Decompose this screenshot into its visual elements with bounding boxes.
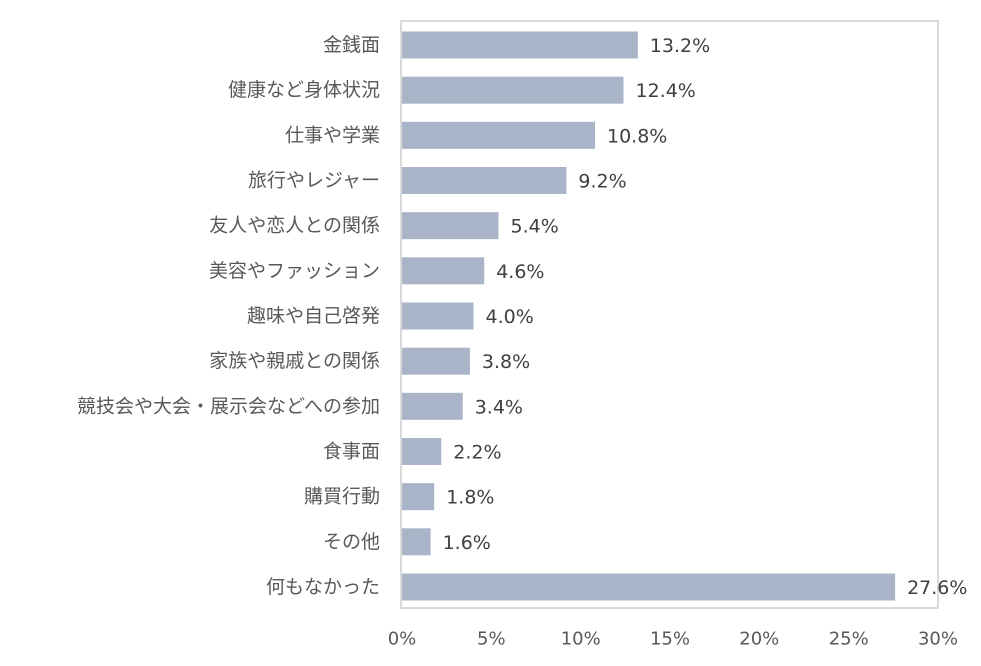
category-label: 食事面 [323, 441, 380, 463]
value-label: 12.4% [636, 80, 696, 102]
category-label: 家族や親戚との関係 [209, 350, 380, 372]
value-label: 4.6% [496, 261, 544, 283]
category-label: 購買行動 [304, 486, 380, 508]
value-label: 4.0% [486, 306, 534, 328]
value-label: 10.8% [607, 125, 667, 147]
bar [402, 347, 470, 375]
category-label: 健康など身体状況 [228, 79, 380, 101]
value-label: 3.8% [482, 351, 530, 373]
bar [402, 392, 463, 420]
value-label: 5.4% [511, 216, 559, 238]
bar [402, 167, 567, 194]
x-tick-labels-group: 0% 5% 10% 15% 20% 25% 30% [388, 629, 958, 650]
x-tick-label: 20% [739, 629, 779, 650]
value-label: 3.4% [475, 396, 523, 418]
bar [402, 302, 474, 330]
bar [402, 31, 638, 59]
x-tick-label: 0% [388, 629, 417, 650]
value-labels-group: 13.2% 12.4% 10.8% 9.2% 5.4% 4.6% 4.0% 3.8% 3.4% 2… [443, 35, 968, 599]
category-label: 友人や恋人との関係 [209, 215, 380, 237]
category-label: 金銭面 [323, 34, 380, 56]
category-label: その他 [323, 531, 380, 553]
bar [402, 483, 435, 511]
bar [402, 212, 499, 240]
category-label: 仕事や学業 [285, 124, 380, 146]
x-tick-label: 10% [561, 629, 601, 650]
category-labels-group: 金銭面健康など身体状況仕事や学業旅行やレジャー友人や恋人との関係美容やファッショ… [77, 34, 380, 598]
bar [402, 76, 624, 104]
plot-frame [400, 20, 939, 609]
category-label: 競技会や大会・展示会などへの参加 [77, 395, 380, 417]
value-label: 9.2% [578, 171, 626, 193]
bar [402, 121, 595, 149]
category-label: 美容やファッション [209, 260, 380, 282]
x-tick-label: 15% [650, 629, 690, 650]
bar [402, 438, 442, 465]
category-label: 旅行やレジャー [248, 170, 380, 192]
bar [402, 573, 896, 601]
value-label: 13.2% [650, 35, 710, 57]
value-label: 27.6% [907, 577, 967, 599]
x-tick-label: 25% [829, 629, 869, 650]
x-tick-label: 30% [918, 629, 958, 650]
bar [402, 528, 431, 556]
value-label: 2.2% [453, 442, 501, 464]
bars-group [402, 31, 896, 601]
category-label: 趣味や自己啓発 [247, 305, 380, 327]
value-label: 1.8% [446, 487, 494, 509]
bar [402, 257, 485, 285]
x-tick-label: 5% [477, 629, 506, 650]
category-label: 何もなかった [266, 576, 380, 598]
value-label: 1.6% [443, 532, 491, 554]
